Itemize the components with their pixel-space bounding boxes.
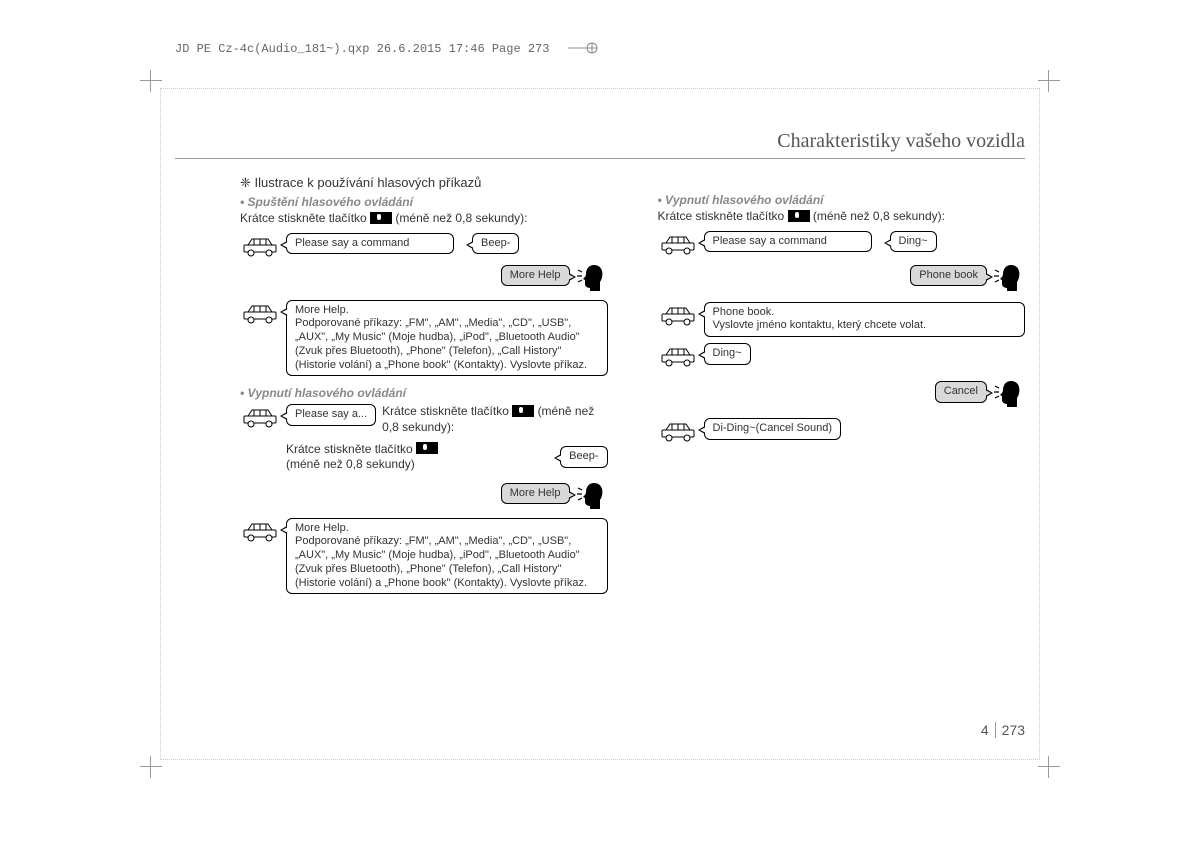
bubble-help-long: More Help. Podporované příkazy: „FM", „A…	[286, 300, 608, 377]
right-column: • Vypnutí hlasového ovládání Krátce stis…	[658, 175, 1026, 600]
crop-mark	[1038, 756, 1060, 778]
instruction-suffix: (méně než 0,8 sekundy):	[395, 211, 527, 225]
page-number: 4 273	[981, 722, 1025, 738]
bubble-more-help: More Help	[501, 483, 570, 505]
car-icon	[240, 302, 280, 324]
bubble-phonebook-long: Phone book. Vyslovte jméno kontaktu, kte…	[704, 302, 1026, 338]
bubble-phone-book: Phone book	[910, 265, 987, 287]
subheading-stop: • Vypnutí hlasového ovládání	[658, 193, 1026, 207]
speaking-head-icon	[576, 262, 608, 292]
instruction-text: Krátce stiskněte tlačítko	[240, 211, 370, 225]
page-num: 273	[1002, 722, 1025, 738]
instruction-text: Krátce stiskněte tlačítko	[286, 442, 416, 456]
bubble-ding: Ding~	[704, 343, 751, 365]
page-separator	[995, 722, 996, 738]
bubble-please-say: Please say a command	[286, 233, 454, 255]
voice-button-icon	[416, 442, 438, 454]
speaking-head-icon	[993, 262, 1025, 292]
speaking-head-icon	[576, 480, 608, 510]
bubble-please-say: Please say a command	[704, 231, 872, 253]
subheading-start: • Spuštění hlasového ovládání	[240, 195, 608, 209]
voice-button-icon	[788, 210, 810, 222]
section-heading: ❈ Ilustrace k používání hlasových příkaz…	[240, 175, 608, 191]
voice-button-icon	[370, 212, 392, 224]
crop-mark	[1038, 70, 1060, 92]
instruction-text-2: Krátce stiskněte tlačítko (méně než 0,8 …	[286, 442, 446, 473]
bubble-more-help: More Help	[501, 265, 570, 287]
car-icon	[658, 304, 698, 326]
car-icon	[240, 406, 280, 428]
crop-mark	[140, 70, 162, 92]
bubble-beep: Beep-	[472, 233, 519, 255]
instruction-line: Krátce stiskněte tlačítko (méně než 0,8 …	[240, 211, 608, 227]
car-icon	[658, 420, 698, 442]
instruction-suffix: (méně než 0,8 sekundy):	[813, 209, 945, 223]
bubble-ding: Ding~	[890, 231, 937, 253]
instruction-line: Krátce stiskněte tlačítko (méně než 0,8 …	[658, 209, 1026, 225]
speaking-head-icon	[993, 378, 1025, 408]
bubble-cancel: Cancel	[935, 381, 987, 403]
bubble-please-say-short: Please say a...	[286, 404, 376, 426]
register-mark	[568, 40, 598, 56]
voice-button-icon	[512, 405, 534, 417]
subheading-stop: • Vypnutí hlasového ovládání	[240, 386, 608, 400]
page-section: 4	[981, 722, 989, 738]
car-icon	[240, 235, 280, 257]
car-icon	[240, 520, 280, 542]
left-column: ❈ Ilustrace k používání hlasových příkaz…	[240, 175, 608, 600]
instruction-inline: Krátce stiskněte tlačítko (méně než 0,8 …	[382, 404, 607, 435]
title-underline	[175, 158, 1025, 159]
print-meta: JD PE Cz-4c(Audio_181~).qxp 26.6.2015 17…	[175, 42, 549, 56]
bubble-help-long: More Help. Podporované příkazy: „FM", „A…	[286, 518, 608, 595]
instruction-suffix: (méně než 0,8 sekundy)	[286, 457, 415, 471]
car-icon	[658, 233, 698, 255]
crop-mark	[140, 756, 162, 778]
car-icon	[658, 345, 698, 367]
chapter-title: Charakteristiky vašeho vozidla	[777, 130, 1025, 153]
instruction-text: Krátce stiskněte tlačítko	[382, 404, 512, 418]
instruction-text: Krátce stiskněte tlačítko	[658, 209, 788, 223]
bubble-beep: Beep-	[560, 446, 607, 468]
bubble-cancel-sound: Di-Ding~(Cancel Sound)	[704, 418, 842, 440]
